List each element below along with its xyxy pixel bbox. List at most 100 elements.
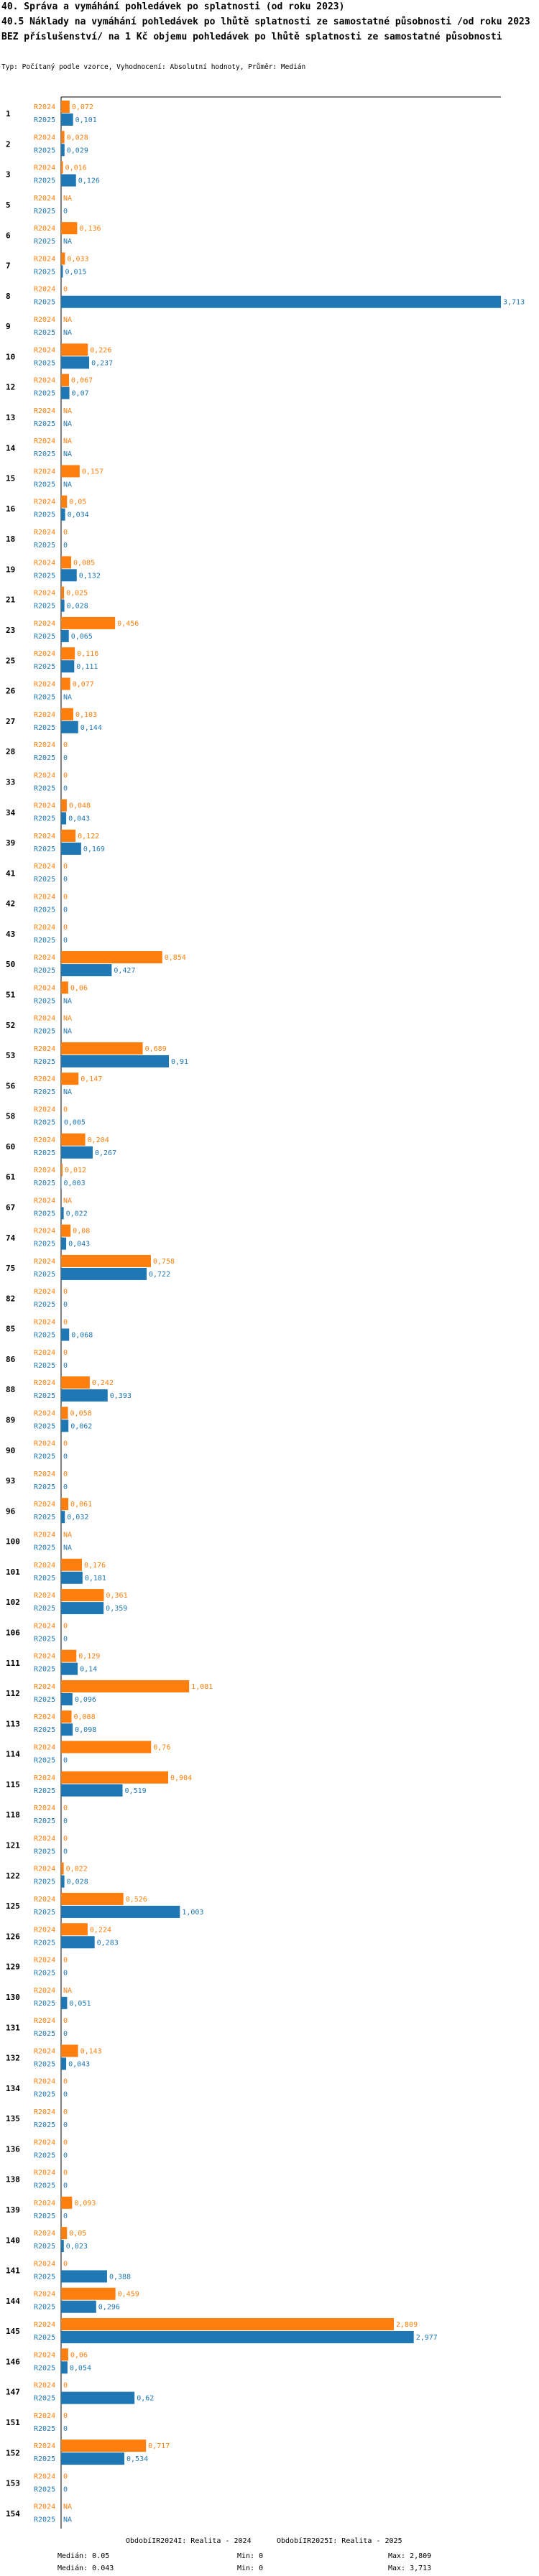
legend-r2025: ObdobíIR2025I: Realita - 2025	[277, 2537, 402, 2545]
series-label-r2024: R2024	[34, 741, 55, 749]
value-label-r2024: 0,022	[66, 1866, 88, 1873]
bar-r2024	[61, 2348, 68, 2361]
series-label-r2024: R2024	[34, 620, 55, 628]
value-label-r2024: 0	[63, 1440, 68, 1448]
series-label-r2025: R2025	[34, 147, 55, 154]
value-label-r2025: 0	[63, 542, 68, 550]
value-label-r2024: 0,456	[117, 620, 139, 628]
series-label-r2024: R2024	[34, 2200, 55, 2207]
bar-r2025	[61, 174, 76, 187]
value-label-r2025: 0,296	[98, 2304, 120, 2312]
bar-r2024	[61, 677, 70, 690]
value-label-r2024: 0	[63, 2169, 68, 2177]
value-label-r2024: 0	[63, 924, 68, 932]
bar-r2024	[61, 1589, 104, 1602]
series-label-r2025: R2025	[34, 967, 55, 975]
bar-r2025	[61, 265, 63, 278]
value-label-r2025: 0,065	[71, 633, 93, 641]
series-label-r2025: R2025	[34, 754, 55, 762]
series-label-r2025: R2025	[34, 1422, 55, 1430]
series-label-r2025: R2025	[34, 1028, 55, 1036]
series-label-r2025: R2025	[34, 1058, 55, 1066]
bar-r2025	[61, 812, 67, 825]
series-label-r2024: R2024	[34, 650, 55, 658]
series-label-r2024: R2024	[34, 1197, 55, 1205]
category-label: 33	[6, 777, 15, 787]
bar-r2024	[61, 343, 88, 356]
value-label-r2024: NA	[63, 1987, 72, 1995]
bar-r2025	[61, 1692, 73, 1705]
value-label-r2024: 0,116	[77, 650, 98, 658]
bar-r2025	[61, 1419, 69, 1432]
series-label-r2024: R2024	[34, 2382, 55, 2390]
bar-r2025	[61, 2270, 107, 2283]
value-label-r2025: 0,62	[137, 2395, 154, 2403]
bar-r2025	[61, 660, 75, 673]
value-label-r2025: 0,029	[67, 147, 88, 154]
series-label-r2025: R2025	[34, 1787, 55, 1795]
category-label: 12	[6, 383, 15, 392]
series-label-r2024: R2024	[34, 590, 55, 598]
value-label-r2025: 0,068	[71, 1332, 93, 1340]
category-label: 152	[6, 2448, 20, 2457]
series-label-r2024: R2024	[34, 1319, 55, 1327]
value-label-r2025: 0	[63, 1362, 68, 1370]
value-label-r2024: 0	[63, 772, 68, 779]
series-label-r2024: R2024	[34, 134, 55, 142]
bar-r2024	[61, 161, 63, 174]
value-label-r2025: 0	[63, 2182, 68, 2190]
value-label-r2024: 0,226	[90, 346, 111, 354]
value-label-r2024: 0	[63, 1957, 68, 1965]
series-label-r2025: R2025	[34, 1605, 55, 1613]
series-label-r2024: R2024	[34, 2108, 55, 2116]
bar-r2025	[61, 721, 78, 733]
series-label-r2025: R2025	[34, 693, 55, 701]
bar-r2024	[61, 1710, 72, 1723]
bar-r2024	[61, 252, 65, 265]
series-label-r2025: R2025	[34, 1392, 55, 1400]
bar-r2025	[61, 599, 65, 612]
value-label-r2024: 0,05	[69, 2230, 86, 2238]
series-label-r2024: R2024	[34, 802, 55, 810]
value-label-r2025: 0,043	[68, 815, 90, 823]
series-label-r2025: R2025	[34, 511, 55, 519]
category-label: 53	[6, 1051, 15, 1060]
category-label: 42	[6, 899, 15, 909]
bar-r2024	[61, 1164, 63, 1177]
value-label-r2024: 0,176	[84, 1562, 106, 1570]
category-label: 50	[6, 960, 15, 969]
series-label-r2025: R2025	[34, 2151, 55, 2159]
category-label: 125	[6, 1901, 20, 1911]
series-label-r2024: R2024	[34, 1713, 55, 1721]
value-label-r2025: 0,91	[171, 1058, 188, 1066]
series-label-r2024: R2024	[34, 2412, 55, 2420]
value-label-r2025: 0,393	[110, 1392, 132, 1400]
series-label-r2025: R2025	[34, 724, 55, 732]
category-label: 101	[6, 1567, 20, 1577]
category-label: 18	[6, 534, 15, 544]
category-label: 131	[6, 2023, 20, 2032]
series-label-r2024: R2024	[34, 2260, 55, 2268]
value-label-r2024: 0	[63, 893, 68, 901]
series-label-r2025: R2025	[34, 1757, 55, 1765]
value-label-r2025: 0	[63, 2151, 68, 2159]
max-r2025: Max: 3,713	[388, 2565, 432, 2572]
bar-r2025	[61, 1662, 78, 1675]
series-label-r2025: R2025	[34, 603, 55, 611]
value-label-r2025: 0,096	[75, 1696, 96, 1704]
series-label-r2025: R2025	[34, 997, 55, 1005]
value-label-r2025: 0,098	[75, 1726, 96, 1734]
category-label: 111	[6, 1659, 20, 1668]
series-label-r2024: R2024	[34, 286, 55, 294]
category-label: 106	[6, 1628, 20, 1638]
series-label-r2025: R2025	[34, 784, 55, 792]
series-label-r2024: R2024	[34, 1349, 55, 1357]
category-label: 121	[6, 1841, 20, 1850]
category-label: 130	[6, 1993, 20, 2002]
value-label-r2024: 0	[63, 2260, 68, 2268]
series-label-r2025: R2025	[34, 906, 55, 914]
min-r2024: Min: 0	[237, 2552, 264, 2560]
series-label-r2025: R2025	[34, 420, 55, 428]
series-label-r2024: R2024	[34, 893, 55, 901]
series-label-r2025: R2025	[34, 481, 55, 488]
